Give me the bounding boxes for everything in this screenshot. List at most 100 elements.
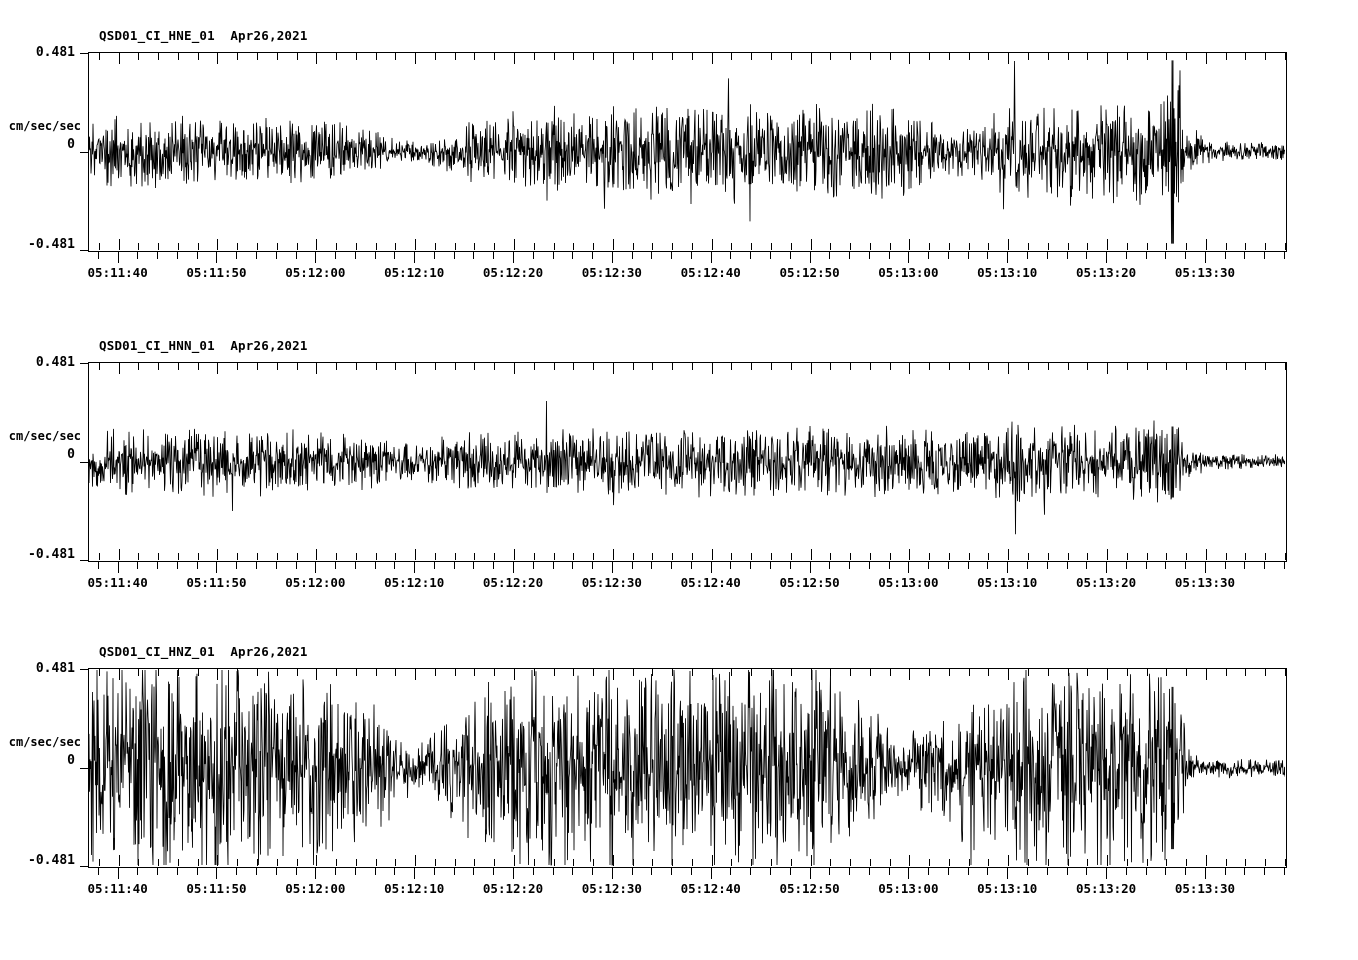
x-tick-minor: [1224, 562, 1226, 569]
x-tick-minor: [256, 868, 258, 875]
x-tick-minor: [690, 252, 692, 259]
x-tick-major: [117, 562, 119, 573]
x-tick-major: [1007, 868, 1009, 879]
plot-area-hne: [80, 52, 1287, 252]
x-tick-major: [513, 562, 515, 573]
y-tick-zero-hnz: [80, 768, 89, 769]
seismogram-panel-hnn: QSD01_CI_HNN_01 Apr26,2021 0.481 cm/sec/…: [0, 338, 1358, 654]
x-tick-major: [710, 252, 712, 263]
x-tick-minor: [1264, 562, 1266, 569]
x-tick-minor: [750, 252, 752, 259]
x-tick-label: 05:12:50: [779, 575, 840, 590]
x-tick-minor: [433, 868, 435, 875]
x-tick-major: [117, 252, 119, 263]
x-tick-minor: [888, 868, 890, 875]
x-tick-minor: [1066, 868, 1068, 875]
x-tick-major: [1106, 562, 1108, 573]
y-axis-unit-label-hne: cm/sec/sec: [8, 119, 81, 133]
x-tick-minor: [374, 252, 376, 259]
x-tick-minor: [1125, 868, 1127, 875]
plot-inner-tick: [1285, 53, 1286, 60]
x-tick-label: 05:11:40: [87, 265, 148, 280]
x-tick-label: 05:12:30: [581, 265, 642, 280]
x-tick-minor: [97, 252, 99, 259]
x-tick-label: 05:12:00: [285, 881, 346, 896]
x-tick-label: 05:11:50: [186, 265, 247, 280]
x-tick-minor: [236, 868, 238, 875]
panel-title-hnn: QSD01_CI_HNN_01 Apr26,2021: [99, 338, 308, 353]
x-tick-minor: [690, 868, 692, 875]
x-axis-hnz: 05:11:40 05:11:50 05:12:00 05:12:10 05:12:20…: [88, 868, 1287, 928]
x-tick-label: 05:13:10: [977, 265, 1038, 280]
y-tick-zero-hnn: [80, 462, 89, 463]
x-tick-minor: [1125, 562, 1127, 569]
x-tick-minor: [1165, 252, 1167, 259]
x-tick-minor: [987, 868, 989, 875]
x-tick-label: 05:11:50: [186, 575, 247, 590]
x-tick-major: [216, 562, 218, 573]
x-tick-minor: [987, 562, 989, 569]
x-tick-minor: [947, 868, 949, 875]
x-tick-minor: [236, 252, 238, 259]
x-tick-minor: [137, 562, 139, 569]
x-tick-minor: [928, 252, 930, 259]
plot-inner-tick: [1285, 553, 1286, 560]
x-tick-major: [710, 868, 712, 879]
x-tick-minor: [1244, 252, 1246, 259]
x-tick-minor: [453, 868, 455, 875]
x-tick-minor: [473, 252, 475, 259]
y-tick-min-hne: [80, 250, 89, 251]
x-tick-minor: [1244, 562, 1246, 569]
x-tick-minor: [433, 562, 435, 569]
y-axis-max-label-hnn: 0.481: [35, 355, 75, 370]
y-axis-min-label-hnn: -0.481: [28, 547, 75, 562]
x-tick-minor: [770, 562, 772, 569]
x-tick-label: 05:12:20: [482, 881, 544, 896]
x-tick-minor: [473, 868, 475, 875]
x-tick-minor: [335, 868, 337, 875]
x-tick-label: 05:13:20: [1075, 881, 1137, 896]
x-tick-label: 05:12:20: [482, 575, 544, 590]
x-tick-minor: [137, 252, 139, 259]
x-tick-label: 05:12:40: [680, 575, 741, 590]
y-axis-zero-label-hne: 0: [67, 137, 75, 152]
y-axis-max-label-hnz: 0.481: [35, 661, 75, 676]
x-tick-minor: [849, 252, 851, 259]
x-tick-minor: [849, 562, 851, 569]
x-tick-label: 05:12:40: [680, 265, 741, 280]
waveform-trace-hne: [89, 60, 1285, 244]
x-tick-minor: [1165, 562, 1167, 569]
y-axis-min-label-hnz: -0.481: [28, 853, 75, 868]
x-tick-minor: [671, 252, 673, 259]
y-tick-min-hnn: [80, 560, 89, 561]
x-tick-minor: [532, 252, 534, 259]
x-tick-major: [1204, 252, 1206, 263]
x-tick-label: 05:12:20: [482, 265, 544, 280]
x-tick-minor: [157, 562, 159, 569]
x-tick-label: 05:12:10: [384, 575, 445, 590]
waveform-trace-hnn: [89, 400, 1285, 535]
x-tick-minor: [453, 252, 455, 259]
x-tick-label: 05:11:40: [87, 881, 148, 896]
x-tick-minor: [789, 868, 791, 875]
x-tick-minor: [987, 252, 989, 259]
x-tick-major: [1204, 868, 1206, 879]
x-tick-minor: [947, 252, 949, 259]
x-tick-minor: [196, 252, 198, 259]
seismogram-panel-hnz: QSD01_CI_HNZ_01 Apr26,2021 0.481 cm/sec/…: [0, 644, 1358, 960]
x-tick-minor: [592, 868, 594, 875]
x-tick-major: [611, 252, 613, 263]
x-tick-minor: [750, 868, 752, 875]
x-tick-minor: [750, 562, 752, 569]
plot-area-hnz: [80, 668, 1287, 868]
x-tick-minor: [256, 252, 258, 259]
x-tick-minor: [829, 868, 831, 875]
x-tick-minor: [592, 252, 594, 259]
x-tick-label: 05:13:00: [878, 881, 939, 896]
y-axis-min-label-hne: -0.481: [28, 237, 75, 252]
x-tick-minor: [1244, 868, 1246, 875]
x-tick-major: [315, 252, 317, 263]
x-tick-minor: [394, 252, 396, 259]
x-tick-major: [216, 868, 218, 879]
x-tick-minor: [532, 868, 534, 875]
